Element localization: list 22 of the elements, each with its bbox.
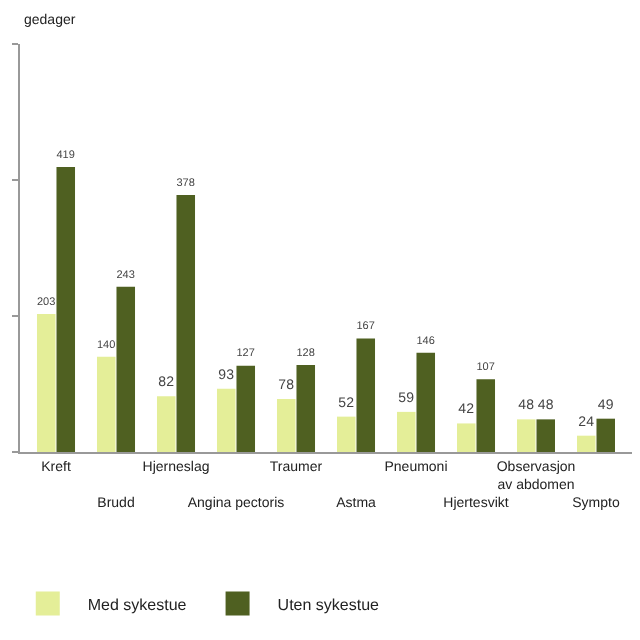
legend-label: Med sykestue	[87, 595, 188, 614]
legend-label: Uten sykestue	[277, 595, 381, 614]
bar	[96, 356, 116, 452]
bar	[276, 398, 296, 452]
bar	[116, 286, 136, 452]
bar	[356, 338, 376, 452]
bar	[216, 388, 236, 452]
bar	[336, 416, 356, 452]
bar	[56, 167, 76, 452]
bar	[476, 379, 496, 452]
bar	[296, 364, 316, 452]
bar	[456, 423, 476, 452]
bar	[516, 419, 536, 452]
bar	[596, 418, 616, 452]
bar	[416, 352, 436, 452]
bar	[236, 365, 256, 452]
bar	[576, 435, 596, 452]
bar	[36, 313, 56, 452]
bar	[536, 419, 556, 452]
bar	[176, 194, 196, 452]
bar	[396, 411, 416, 452]
bar	[156, 396, 176, 452]
